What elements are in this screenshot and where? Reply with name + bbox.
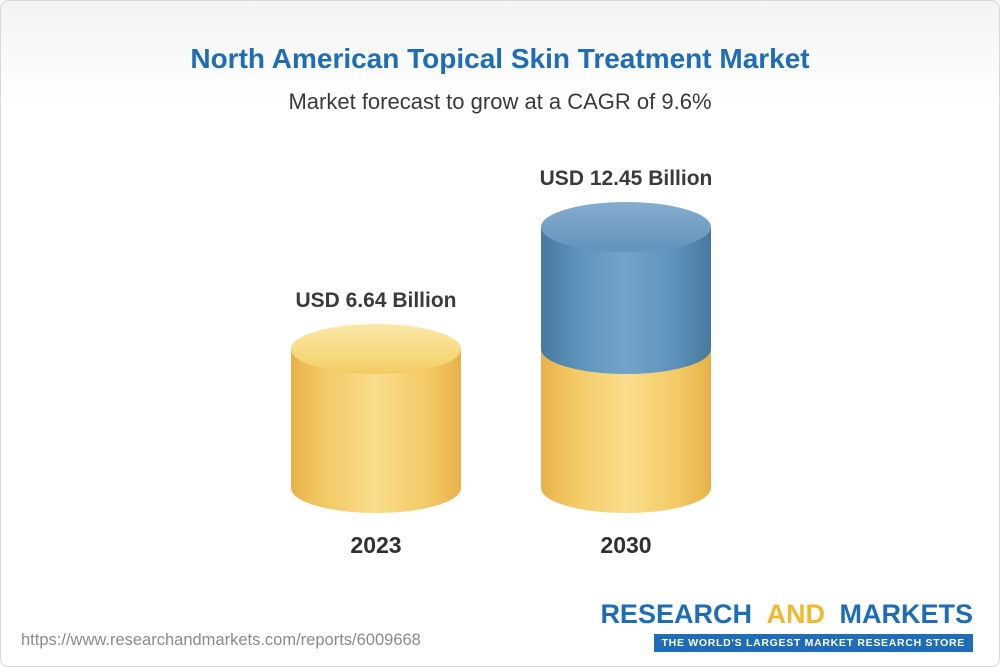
axis-label-2030: 2030 [600,532,652,558]
research-and-markets-logo: RESEARCH AND MARKETS THE WORLD'S LARGEST… [600,599,974,652]
logo-word-research: RESEARCH [600,599,752,630]
logo-wordmark: RESEARCH AND MARKETS [600,599,974,630]
chart-title: North American Topical Skin Treatment Ma… [190,43,810,74]
bar-2023-cylinder-body [291,348,461,513]
value-label-2030: USD 12.45 Billion [539,166,713,190]
chart-subtitle: Market forecast to grow at a CAGR of 9.6… [288,89,712,114]
logo-word-markets: MARKETS [839,599,974,630]
bar-2030-base-segment [541,348,711,513]
logo-word-and: AND [766,599,825,630]
logo-tagline: THE WORLD'S LARGEST MARKET RESEARCH STOR… [653,634,973,652]
bar-2023-cylinder-cap [291,323,461,374]
report-url[interactable]: https://www.researchandmarkets.com/repor… [21,631,421,649]
value-label-2023: USD 6.64 Billion [295,288,457,312]
axis-label-2023: 2023 [350,532,402,558]
bar-2030-cylinder-cap [541,201,711,252]
